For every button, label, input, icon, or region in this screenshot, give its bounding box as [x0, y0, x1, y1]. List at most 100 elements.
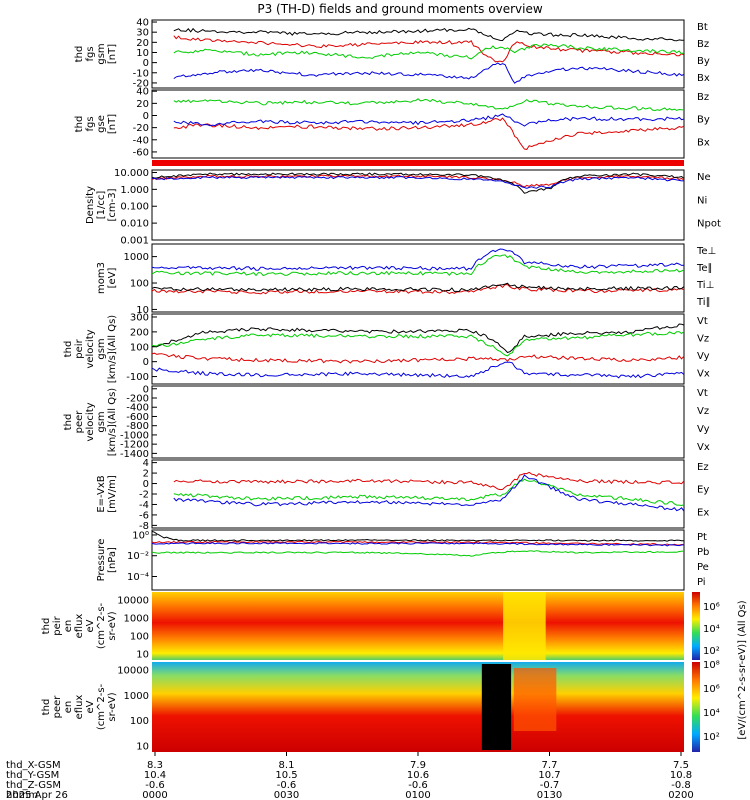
ylabel-line: Pressure	[96, 539, 107, 582]
legend-temperature-0: Te⊥	[696, 246, 716, 257]
y-tick-label: 4	[143, 458, 149, 469]
y-tick-label: 10⁰	[132, 530, 149, 541]
legend-temperature-3: Ti∥	[696, 297, 711, 308]
ylabel-line: thd	[74, 116, 85, 133]
series-line-fgs-2	[173, 43, 685, 60]
ylabel-line: gsm	[96, 338, 107, 359]
ylabel-line: peir	[74, 338, 85, 358]
x-row-value: 0000	[142, 790, 167, 800]
series-line-pressure-0	[151, 530, 685, 542]
y-tick-label: -400	[126, 403, 149, 414]
legend-fgs-3: Bx	[697, 73, 710, 84]
legend-peir-velocity-2: Vy	[697, 351, 710, 362]
ylabel-line: eV	[85, 619, 96, 632]
ylabel-temperature: mom3 [eV]	[96, 262, 118, 294]
legend-fgs-gse-1: By	[697, 115, 710, 126]
y-tick-label: 10	[136, 305, 149, 316]
legend-pressure-0: Pt	[697, 532, 707, 543]
ylabel-line: thd	[41, 618, 52, 635]
y-tick-label: 10	[136, 650, 149, 661]
x-row-value: 8.3	[147, 760, 163, 771]
panel-frame	[151, 169, 685, 241]
y-tick-label: -4	[139, 500, 149, 511]
y-tick-label: -60	[133, 147, 149, 158]
x-row-value: 10.4	[144, 770, 166, 781]
panel-density: 10.000 1.000 0.100 0.010 0.001 Ne Ni Npot Densit…	[85, 168, 721, 247]
y-tick-label: 0	[143, 479, 149, 490]
ylabel-line: velocity	[85, 329, 96, 368]
ylabel-line: sr-eV)	[107, 611, 118, 640]
legend-density-1: Ni	[697, 195, 707, 206]
ylabel-peir-velocity: thd peir velocity gsm [km/s](All Qs)	[63, 315, 118, 383]
x-row-label: thd_Y-GSM	[6, 770, 59, 781]
ylabel-line: gsm	[96, 43, 107, 64]
ylabel-density: Density [1/cc] [cm-3]	[85, 186, 118, 224]
colorbar-tick: 10⁴	[703, 624, 720, 635]
ylabel-line: thd	[63, 341, 74, 358]
x-row-value: 7.7	[542, 760, 558, 771]
series-line-efield-2	[173, 474, 685, 512]
legend-peer-velocity-0: Vt	[697, 388, 708, 399]
legend-efield-1: Ey	[697, 485, 709, 496]
y-tick-label: 100	[130, 279, 149, 290]
y-tick-label: 0.010	[120, 219, 149, 230]
panel-peer-spectrogram: thd peer en eflux eV (cm^2-s-sr-eV) 10000 1000 1…	[41, 662, 684, 753]
y-tick-label: 10000	[117, 666, 149, 677]
series-line-peir-velocity-0	[151, 323, 685, 354]
ylabel-line: eflux	[74, 695, 85, 720]
colorbar: 10⁶ 10⁴ 10² 10⁸ 10⁶ 10⁴ 10² [eV/(cm^2-s-sr-eV)]…	[692, 592, 748, 752]
y-tick-label: 10	[136, 48, 149, 59]
colorbar-label: [eV/(cm^2-s-sr-eV)] (All Qs)	[737, 600, 748, 739]
legend-efield-2: Ex	[697, 507, 709, 518]
series-line-peir-velocity-1	[151, 352, 685, 364]
x-axis: thd_X-GSM 8.3 8.1 7.9 7.7 7.5 thd_Y-GSM 10.4 10.…	[6, 752, 694, 800]
ylabel-fgs-gse: thd fgs gse [nT]	[74, 114, 118, 134]
series-line-fgs-gse-0	[173, 117, 685, 150]
y-tick-label: -10	[133, 68, 149, 79]
y-tick-label: -40	[133, 135, 149, 146]
ylabel-line: [eV]	[107, 268, 118, 289]
legend-peir-velocity-0: Vt	[697, 316, 708, 327]
x-row-value: -0.8	[671, 780, 691, 791]
ylabel-line: thd	[74, 46, 85, 63]
legend-fgs-gse-0: Bz	[697, 92, 709, 103]
series-line-fgs-0	[173, 27, 685, 42]
y-tick-label: 40	[136, 18, 149, 29]
ylabel-line: eV	[85, 700, 96, 713]
y-tick-label: 20	[136, 38, 149, 49]
y-tick-label: 10⁻²	[127, 551, 149, 562]
x-row-value: -0.6	[145, 780, 165, 791]
series-line-fgs-gse-1	[173, 98, 685, 112]
y-tick-label: 100	[130, 716, 149, 727]
panel-pressure: 10⁰ 10⁻² 10⁻⁴ Pt Pb Pe Pi Pressure [nPa]	[96, 529, 709, 591]
ylabel-line: [km/s](All Qs)	[107, 315, 118, 383]
x-row-value: 0100	[405, 790, 430, 800]
series-line-temperature-0	[151, 283, 685, 295]
x-row-value: 10.6	[407, 770, 429, 781]
y-tick-label: 100	[130, 632, 149, 643]
x-row-value: -0.7	[540, 780, 560, 791]
series-line-peir-velocity-3	[151, 361, 685, 379]
legend-efield-0: Ez	[697, 462, 709, 473]
spectrogram-image	[152, 592, 684, 660]
x-row-value: 7.9	[410, 760, 426, 771]
series-line-density-2	[151, 175, 685, 189]
date-label: 2025 Apr 26	[6, 790, 68, 800]
y-tick-label: 10	[136, 742, 149, 753]
ylabel-line: gsm	[96, 411, 107, 432]
x-row-value: 10.8	[670, 770, 692, 781]
ylabel-line: [mV/m]	[107, 475, 118, 513]
ylabel-line: en	[63, 701, 74, 714]
panel-peir-velocity: -100 0 100 200 300 Vt Vz Vy Vx thd peir velocity gsm…	[63, 312, 710, 385]
legend-peer-velocity-1: Vz	[697, 406, 709, 417]
y-tick-label: -600	[126, 412, 149, 423]
series-line-fgs-1	[173, 35, 685, 63]
quality-flag-bar	[152, 160, 684, 166]
colorbar-tick: 10⁴	[703, 708, 720, 719]
spectrogram-feature	[503, 592, 546, 660]
y-tick-label: 10000	[117, 596, 149, 607]
